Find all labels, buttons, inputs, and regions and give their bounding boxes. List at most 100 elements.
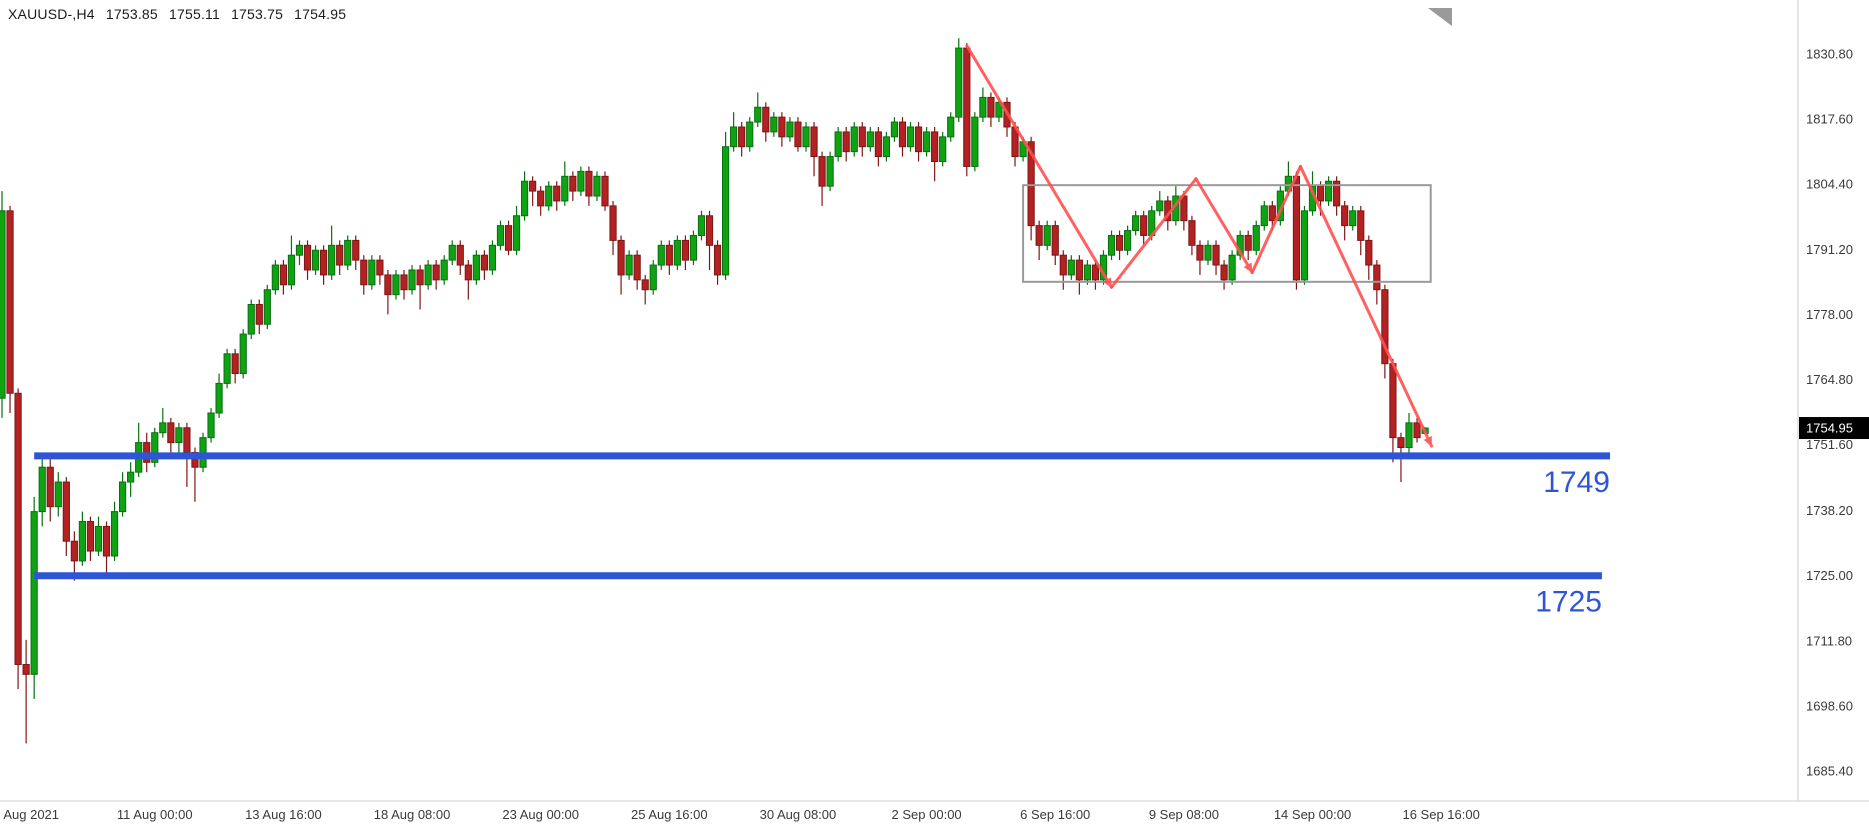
trend-arrow-line[interactable] bbox=[1110, 177, 1198, 289]
candle-body bbox=[947, 116, 955, 138]
price-tick-label: 1764.80 bbox=[1806, 372, 1853, 387]
time-axis[interactable]: 5 Aug 2021 11 Aug 00:00 13 Aug 16:00 18 Aug… bbox=[0, 807, 1480, 822]
trend-arrows-group bbox=[965, 44, 1434, 448]
time-tick-label: 6 Sep 16:00 bbox=[1020, 807, 1090, 822]
candle-body bbox=[512, 215, 521, 251]
candle-body bbox=[754, 106, 762, 123]
candle-body bbox=[738, 126, 746, 148]
candle-body bbox=[384, 274, 392, 296]
candle-body bbox=[1381, 289, 1389, 365]
time-tick-label: 25 Aug 16:00 bbox=[631, 807, 708, 822]
candle-body bbox=[1300, 210, 1309, 281]
candle-body bbox=[279, 264, 287, 286]
candle-body bbox=[1333, 180, 1341, 207]
candle-body bbox=[400, 274, 408, 291]
candle-body bbox=[585, 170, 593, 197]
time-tick-label: 18 Aug 08:00 bbox=[374, 807, 451, 822]
candle-body bbox=[1083, 264, 1092, 281]
candle-body bbox=[906, 126, 915, 148]
candle-body bbox=[545, 185, 553, 207]
symbol-timeframe-label: XAUUSD-,H4 bbox=[8, 6, 95, 22]
ohlc-close-value: 1754.95 bbox=[294, 6, 347, 22]
candle-body bbox=[955, 47, 963, 118]
candle-body bbox=[1067, 259, 1075, 276]
candle-body bbox=[215, 382, 223, 414]
candle-body bbox=[1268, 205, 1276, 222]
candle-body bbox=[1325, 180, 1333, 202]
candle-body bbox=[368, 259, 376, 286]
candle-body bbox=[1188, 220, 1196, 246]
price-tick-label: 1698.60 bbox=[1806, 698, 1853, 713]
price-tick-label: 1778.00 bbox=[1806, 307, 1853, 322]
candle-body bbox=[247, 304, 255, 335]
current-price-value: 1754.95 bbox=[1806, 421, 1853, 436]
candle-body bbox=[271, 264, 279, 291]
candle-body bbox=[488, 244, 497, 271]
consolidation-box[interactable] bbox=[1022, 184, 1432, 283]
candle-body bbox=[0, 210, 6, 399]
current-price-badge bbox=[1799, 417, 1869, 440]
candle-body bbox=[665, 244, 673, 266]
trend-arrow-line[interactable] bbox=[1250, 164, 1302, 274]
candle-body bbox=[1373, 264, 1381, 291]
time-tick-label: 23 Aug 00:00 bbox=[502, 807, 579, 822]
candle-body bbox=[110, 511, 119, 557]
candle-body bbox=[38, 466, 46, 513]
candle-body bbox=[504, 225, 513, 251]
candle-body bbox=[898, 121, 907, 148]
candle-body bbox=[593, 175, 601, 197]
candle-body bbox=[119, 481, 127, 513]
time-tick-label: 13 Aug 16:00 bbox=[245, 807, 322, 822]
price-tick-label: 1791.20 bbox=[1806, 242, 1853, 257]
trend-arrow-line[interactable] bbox=[1298, 164, 1434, 448]
candle-body bbox=[762, 106, 770, 133]
candle-body bbox=[1107, 234, 1116, 256]
candle-body bbox=[464, 264, 472, 281]
candle-body bbox=[577, 170, 585, 192]
price-tick-label: 1738.20 bbox=[1806, 503, 1853, 518]
candle-body bbox=[850, 126, 858, 153]
candle-body bbox=[746, 121, 754, 148]
candle-body bbox=[1115, 234, 1124, 251]
candle-body bbox=[1244, 234, 1252, 251]
time-tick-label: 16 Sep 16:00 bbox=[1402, 807, 1479, 822]
candle-body bbox=[1204, 244, 1212, 261]
trend-arrow-line[interactable] bbox=[1194, 177, 1254, 274]
candle-body bbox=[794, 121, 802, 148]
candle-body bbox=[649, 264, 657, 291]
candle-body bbox=[303, 244, 312, 271]
time-tick-label: 2 Sep 00:00 bbox=[892, 807, 962, 822]
candle-body bbox=[786, 121, 794, 138]
candle-body bbox=[336, 244, 344, 266]
candle-body bbox=[456, 244, 464, 266]
candle-body bbox=[802, 126, 810, 148]
candle-body bbox=[923, 131, 931, 153]
candle-body bbox=[1051, 225, 1059, 256]
trend-arrow-line[interactable] bbox=[965, 44, 1114, 289]
candle-body bbox=[287, 254, 296, 286]
candle-body bbox=[569, 175, 577, 192]
candle-body bbox=[94, 525, 103, 552]
time-tick-label: 30 Aug 08:00 bbox=[760, 807, 837, 822]
candle-body bbox=[553, 185, 561, 202]
ohlc-high-value: 1755.11 bbox=[169, 6, 220, 22]
candle-body bbox=[159, 422, 167, 434]
chart-shift-marker-icon[interactable] bbox=[1428, 8, 1452, 26]
candle-body bbox=[1059, 254, 1067, 276]
level-price-label: 1749 bbox=[1543, 466, 1610, 499]
candle-body bbox=[344, 239, 352, 266]
candle-body bbox=[818, 156, 826, 187]
candle-body bbox=[480, 254, 488, 271]
candle-body bbox=[1316, 185, 1325, 202]
price-axis[interactable]: 1830.80 1817.60 1804.40 1791.20 1778.00 1764.… bbox=[1806, 47, 1853, 779]
support-resistance-group: 1749 1725 bbox=[34, 452, 1610, 619]
candle-body bbox=[521, 180, 529, 217]
candle-body bbox=[625, 254, 633, 276]
candle-body bbox=[987, 96, 995, 118]
candle-body bbox=[882, 136, 890, 158]
candle-body bbox=[102, 525, 111, 557]
candle-body bbox=[681, 239, 689, 261]
candle-body bbox=[810, 126, 818, 158]
